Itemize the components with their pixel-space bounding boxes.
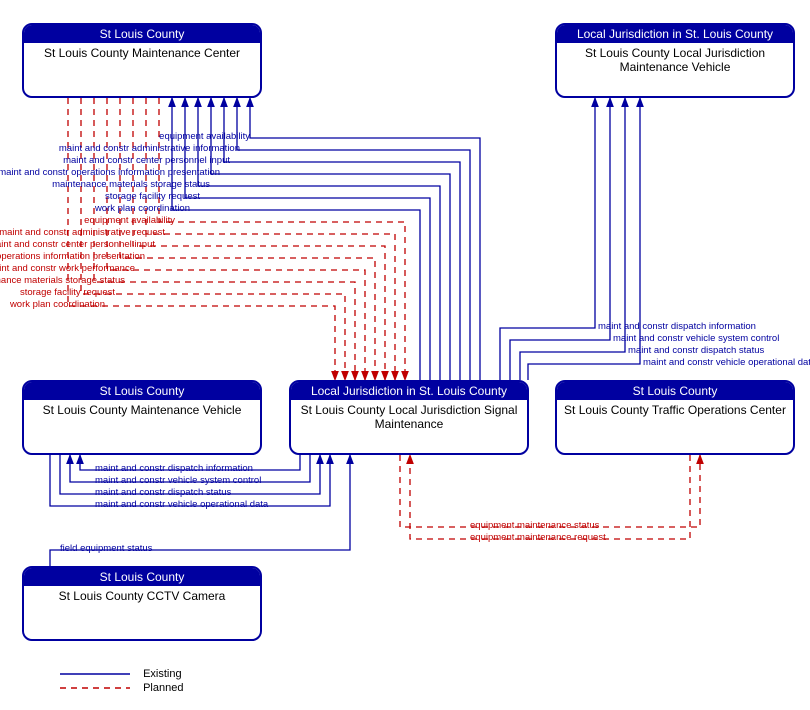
entity-body: St Louis County Local Jurisdiction Maint… bbox=[557, 43, 793, 77]
flow-label: maint and constr vehicle operational dat… bbox=[95, 499, 268, 510]
entity-header: Local Jurisdiction in St. Louis County bbox=[291, 382, 527, 400]
flow-label: equipment maintenance request bbox=[470, 532, 606, 543]
flow-label: work plan coordination bbox=[95, 203, 190, 214]
entity-local-maint-vehicle: Local Jurisdiction in St. Louis County S… bbox=[555, 23, 795, 98]
flow-label: maint and constr work performance bbox=[0, 263, 135, 274]
entity-cctv: St Louis County St Louis County CCTV Cam… bbox=[22, 566, 262, 641]
legend-planned-label: Planned bbox=[143, 682, 183, 694]
entity-maint-vehicle: St Louis County St Louis County Maintena… bbox=[22, 380, 262, 455]
entity-body: St Louis County CCTV Camera bbox=[24, 586, 260, 606]
flow-label: equipment availability bbox=[84, 215, 175, 226]
flow-label: field equipment status bbox=[60, 543, 152, 554]
entity-header: St Louis County bbox=[557, 382, 793, 400]
entity-header: St Louis County bbox=[24, 568, 260, 586]
flow-label: maint and constr dispatch information bbox=[598, 321, 756, 332]
entity-traffic-ops: St Louis County St Louis County Traffic … bbox=[555, 380, 795, 455]
flow-label: maint and constr dispatch information bbox=[95, 463, 253, 474]
entity-body: St Louis County Local Jurisdiction Signa… bbox=[291, 400, 527, 434]
flow-label: maint and constr dispatch status bbox=[628, 345, 764, 356]
flow-label: maintenance materials storage status bbox=[52, 179, 210, 190]
entity-header: Local Jurisdiction in St. Louis County bbox=[557, 25, 793, 43]
entity-body: St Louis County Maintenance Vehicle bbox=[24, 400, 260, 420]
flow-label: equipment availability bbox=[159, 131, 250, 142]
flow-label: maint and constr center personnel input bbox=[63, 155, 230, 166]
flow-label: maint and constr operations information … bbox=[0, 251, 145, 262]
flow-label: storage facility request bbox=[105, 191, 200, 202]
entity-header: St Louis County bbox=[24, 382, 260, 400]
entity-body: St Louis County Traffic Operations Cente… bbox=[557, 400, 793, 420]
flow-label: maint and constr administrative informat… bbox=[59, 143, 240, 154]
legend-existing-label: Existing bbox=[143, 668, 182, 680]
flow-label: maint and constr operations information … bbox=[0, 167, 220, 178]
flow-label: maint and constr center personnel input bbox=[0, 239, 155, 250]
flow-label: work plan coordination bbox=[10, 299, 105, 310]
flow-label: maint and constr vehicle system control bbox=[613, 333, 779, 344]
entity-signal-maint: Local Jurisdiction in St. Louis County S… bbox=[289, 380, 529, 455]
flow-label: maint and constr dispatch status bbox=[95, 487, 231, 498]
legend: Existing bbox=[60, 668, 182, 680]
flow-label: maint and constr administrative request bbox=[0, 227, 165, 238]
flow-label: equipment maintenance status bbox=[470, 520, 599, 531]
flow-label: maintenance materials storage status bbox=[0, 275, 125, 286]
entity-body: St Louis County Maintenance Center bbox=[24, 43, 260, 63]
entity-header: St Louis County bbox=[24, 25, 260, 43]
flow-label: maint and constr vehicle system control bbox=[95, 475, 261, 486]
flow-label: storage facility request bbox=[20, 287, 115, 298]
legend: Planned bbox=[60, 682, 183, 694]
entity-maint-center: St Louis County St Louis County Maintena… bbox=[22, 23, 262, 98]
flow-label: maint and constr vehicle operational dat… bbox=[643, 357, 810, 368]
